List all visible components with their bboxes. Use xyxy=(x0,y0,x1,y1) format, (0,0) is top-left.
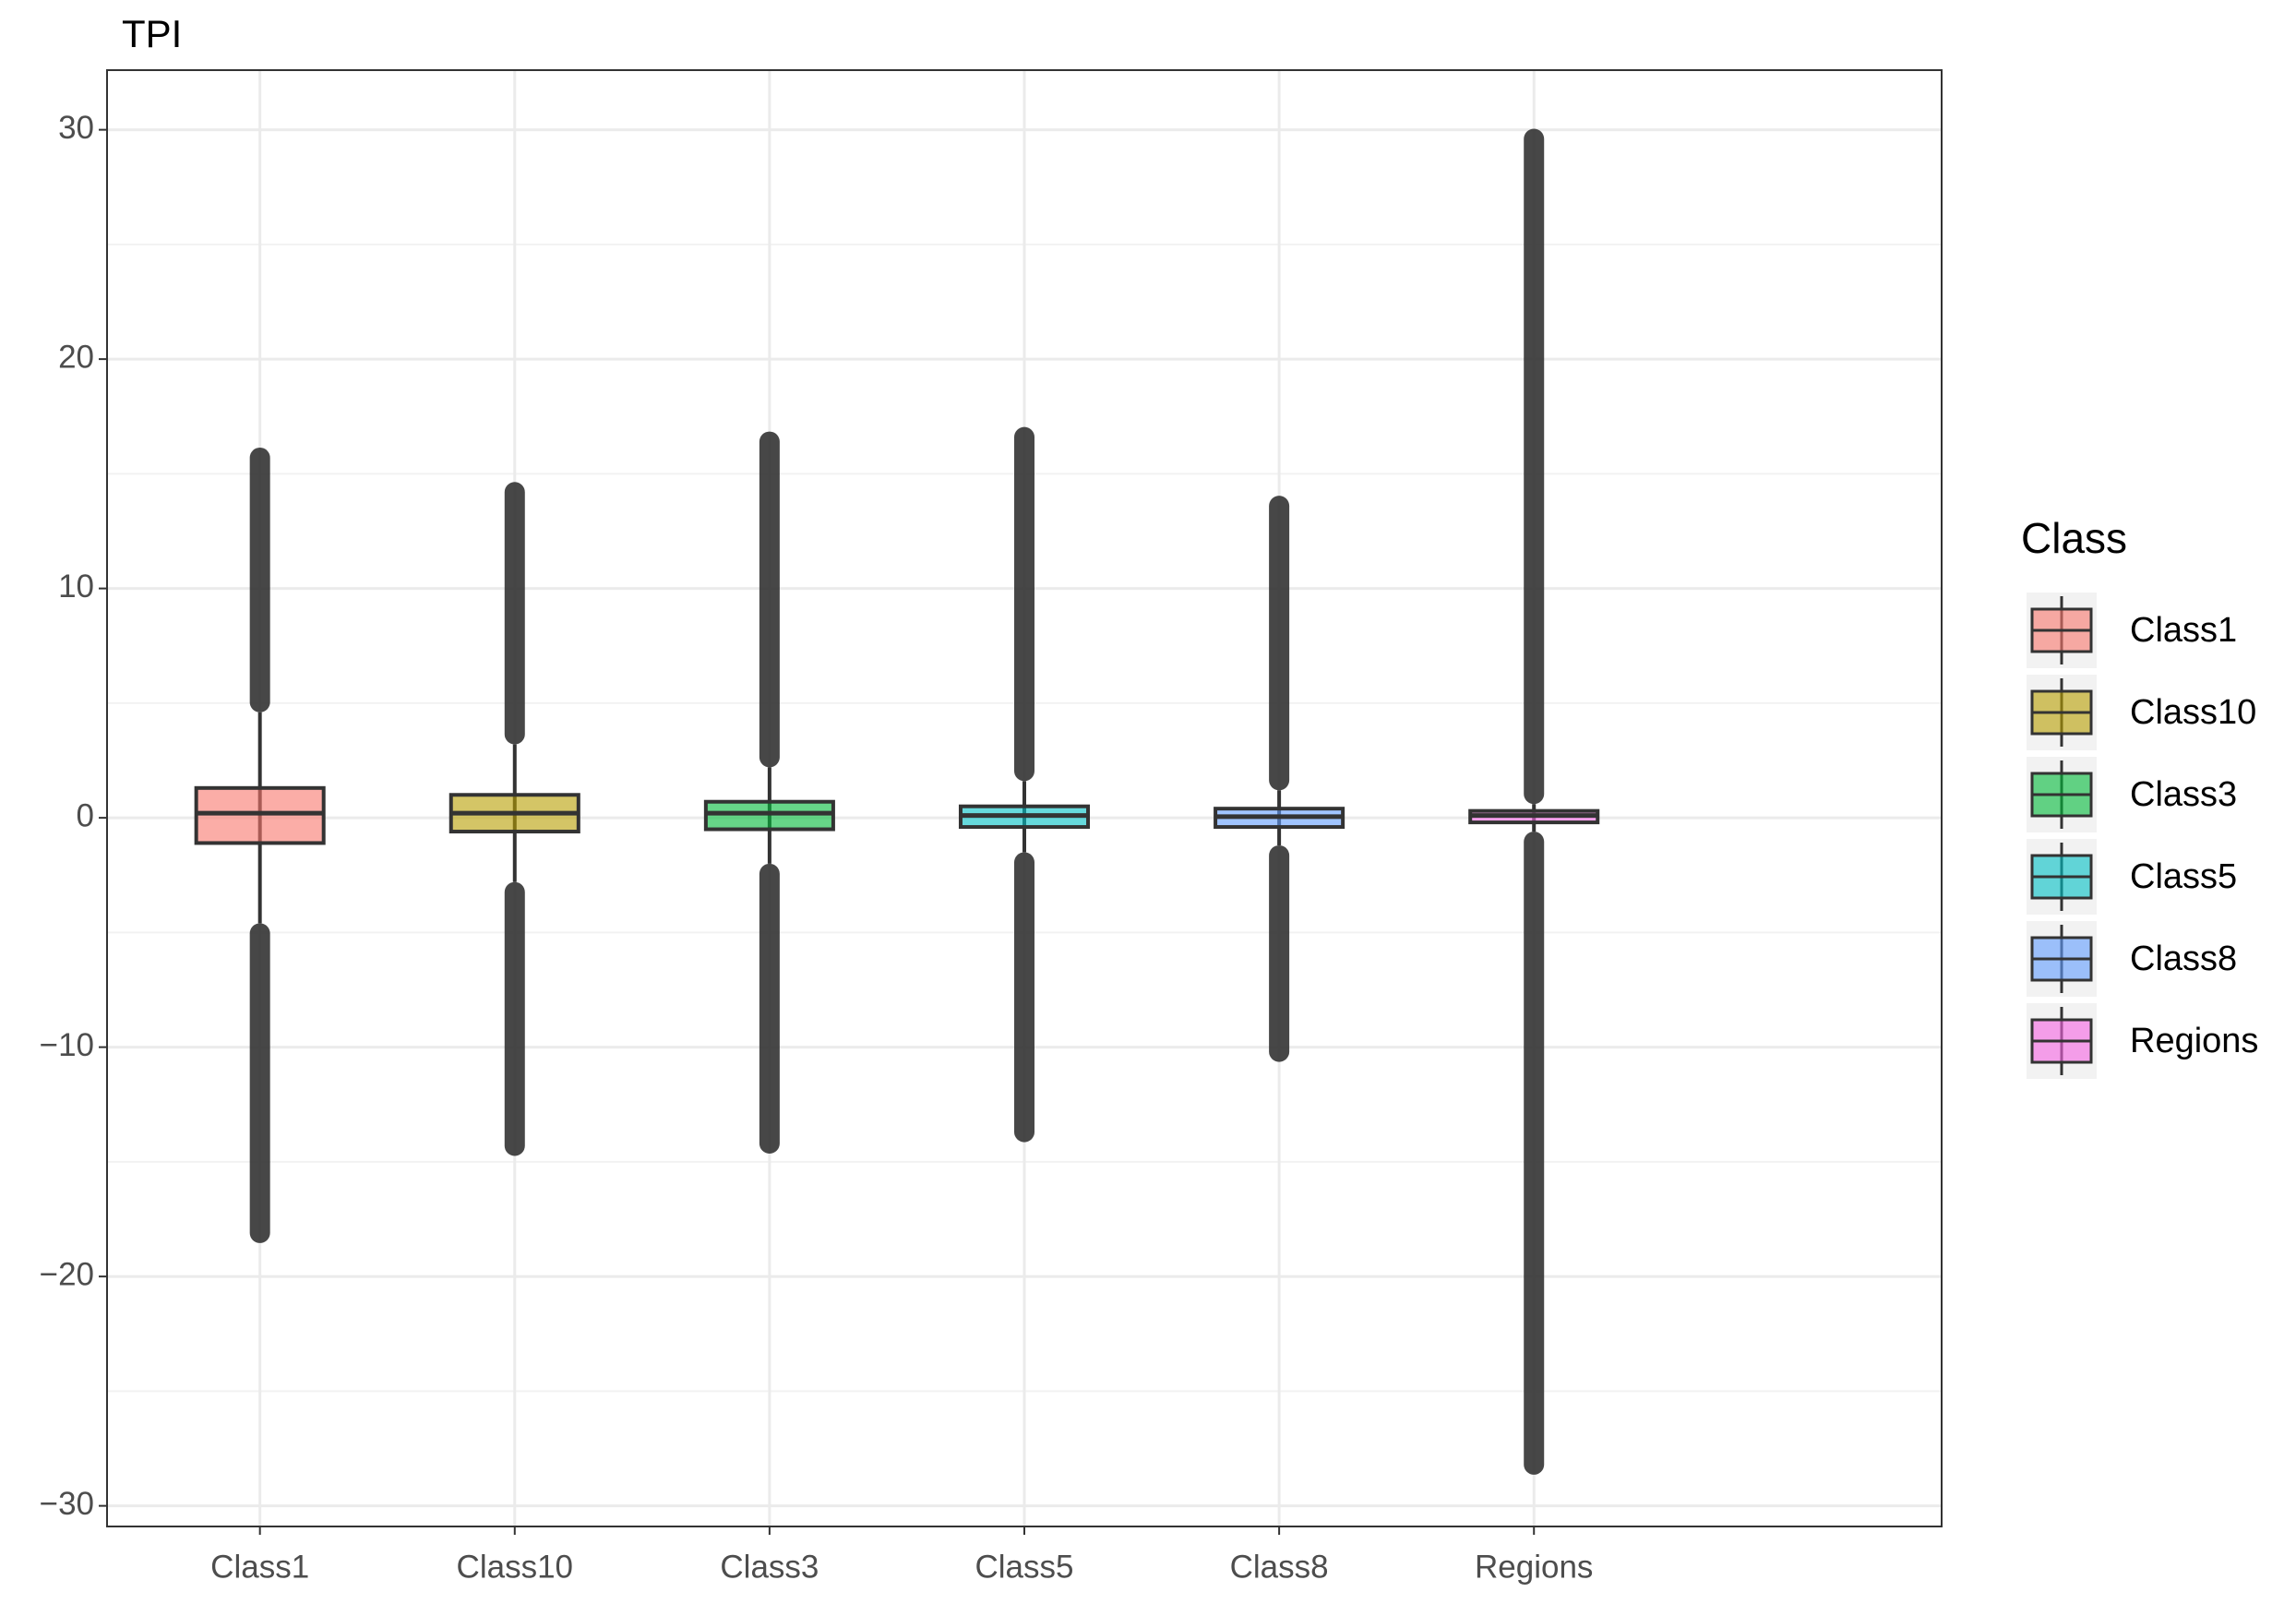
x-tick-label: Class10 xyxy=(457,1549,573,1585)
outliers-low xyxy=(1269,844,1290,1062)
y-tick-label: 10 xyxy=(58,569,94,605)
y-tick-label: −10 xyxy=(40,1027,94,1063)
x-tick-label: Class5 xyxy=(975,1549,1074,1585)
outliers-high xyxy=(1524,128,1545,805)
y-tick-label: −30 xyxy=(40,1486,94,1522)
outliers-high xyxy=(759,431,780,768)
y-tick-label: 20 xyxy=(58,339,94,375)
y-tick-label: 30 xyxy=(58,110,94,146)
legend-title: Class xyxy=(2021,514,2127,562)
outliers-high xyxy=(249,447,270,712)
outliers-low xyxy=(249,923,270,1243)
panel-border xyxy=(106,69,1943,1527)
y-tick-label: 0 xyxy=(77,797,94,833)
legend-label: Regions xyxy=(2130,1022,2258,1060)
y-axis-label: TPI xyxy=(122,12,182,55)
legend-label: Class5 xyxy=(2130,857,2237,896)
x-tick-label: Class8 xyxy=(1230,1549,1329,1585)
legend-label: Class8 xyxy=(2130,940,2237,978)
legend-label: Class1 xyxy=(2130,611,2237,650)
outliers-high xyxy=(504,482,525,745)
outliers-low xyxy=(504,881,525,1156)
legend-label: Class10 xyxy=(2130,693,2256,732)
outliers-high xyxy=(1014,426,1034,782)
outliers-high xyxy=(1269,496,1290,791)
legend-label: Class3 xyxy=(2130,775,2237,814)
outliers-low xyxy=(1014,852,1034,1143)
x-tick-label: Class1 xyxy=(210,1549,309,1585)
y-tick-label: −20 xyxy=(40,1256,94,1292)
x-tick-label: Regions xyxy=(1475,1549,1593,1585)
outliers-low xyxy=(759,863,780,1154)
x-tick-label: Class3 xyxy=(720,1549,819,1585)
outliers-low xyxy=(1524,832,1545,1475)
